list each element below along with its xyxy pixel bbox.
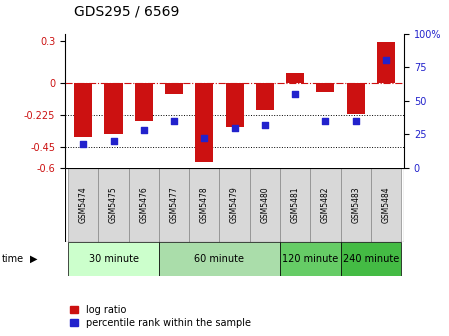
Legend: log ratio, percentile rank within the sample: log ratio, percentile rank within the sa… <box>70 305 251 328</box>
Point <box>383 58 390 63</box>
Text: GSM5479: GSM5479 <box>230 186 239 223</box>
Bar <box>377 42 395 83</box>
FancyBboxPatch shape <box>280 168 310 242</box>
Bar <box>280 242 340 276</box>
Text: GSM5478: GSM5478 <box>200 186 209 223</box>
Bar <box>135 83 153 121</box>
Text: 60 minute: 60 minute <box>194 254 244 264</box>
Bar <box>317 83 335 92</box>
Bar <box>286 73 304 83</box>
FancyBboxPatch shape <box>68 168 98 242</box>
FancyBboxPatch shape <box>250 168 280 242</box>
Bar <box>68 242 159 276</box>
Text: 240 minute: 240 minute <box>343 254 399 264</box>
Bar <box>105 83 123 134</box>
Point <box>261 122 269 128</box>
Text: 120 minute: 120 minute <box>282 254 339 264</box>
Text: ▶: ▶ <box>30 254 37 264</box>
FancyBboxPatch shape <box>220 168 250 242</box>
Bar <box>225 83 244 127</box>
FancyBboxPatch shape <box>371 168 401 242</box>
FancyBboxPatch shape <box>310 168 340 242</box>
FancyBboxPatch shape <box>129 168 159 242</box>
Point <box>352 118 359 124</box>
Point <box>110 138 117 144</box>
Text: GSM5480: GSM5480 <box>260 186 269 223</box>
Text: GSM5474: GSM5474 <box>79 186 88 223</box>
Point <box>231 125 238 130</box>
Text: GSM5484: GSM5484 <box>382 186 391 223</box>
Bar <box>159 242 280 276</box>
Bar <box>74 83 92 137</box>
Bar <box>256 83 274 110</box>
Text: GSM5483: GSM5483 <box>351 186 360 223</box>
Text: GSM5476: GSM5476 <box>139 186 148 223</box>
Point <box>79 141 87 146</box>
Bar <box>195 83 213 162</box>
Bar <box>340 242 401 276</box>
Text: time: time <box>2 254 24 264</box>
Point <box>322 118 329 124</box>
FancyBboxPatch shape <box>98 168 129 242</box>
Text: GSM5477: GSM5477 <box>170 186 179 223</box>
Text: GSM5481: GSM5481 <box>291 187 299 223</box>
Text: GSM5475: GSM5475 <box>109 186 118 223</box>
Point <box>201 136 208 141</box>
FancyBboxPatch shape <box>189 168 220 242</box>
Text: GDS295 / 6569: GDS295 / 6569 <box>74 5 180 19</box>
Text: 30 minute: 30 minute <box>88 254 139 264</box>
Point <box>291 91 299 97</box>
FancyBboxPatch shape <box>159 168 189 242</box>
Point <box>140 128 147 133</box>
FancyBboxPatch shape <box>340 168 371 242</box>
Text: GSM5482: GSM5482 <box>321 187 330 223</box>
Bar <box>165 83 183 94</box>
Bar <box>347 83 365 114</box>
Point <box>171 118 178 124</box>
